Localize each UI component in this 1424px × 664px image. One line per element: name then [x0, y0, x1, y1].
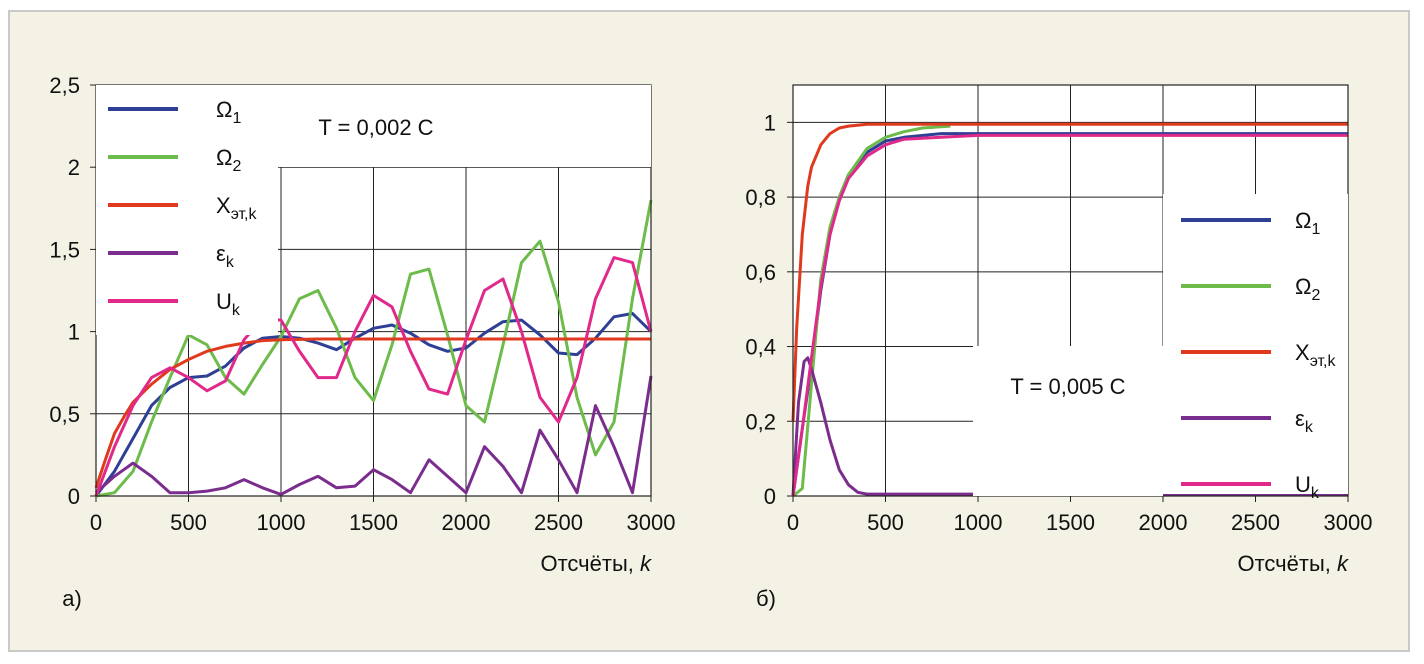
y-tick-label: 1,5 [49, 237, 80, 262]
legend-box [96, 85, 278, 335]
panel-label: б) [756, 586, 776, 611]
series-line-5 [791, 133, 1348, 497]
y-tick-label: 0,8 [745, 185, 776, 210]
legend-label-5: Uk [1295, 472, 1320, 502]
x-axis-title: Отсчёты, k [540, 551, 652, 576]
legend-label-2: Ω2 [216, 145, 241, 175]
x-tick-label: 2000 [442, 510, 491, 535]
x-tick-label: 2500 [1231, 510, 1280, 535]
legend-label-1: Ω1 [1295, 208, 1320, 238]
legend-label-5: Uk [216, 289, 241, 319]
x-tick-label: 2500 [534, 510, 583, 535]
x-tick-label: 1500 [349, 510, 398, 535]
legend-label-3: Xэт,k [216, 193, 258, 223]
legend-label-4: εk [1295, 406, 1314, 436]
y-tick-label: 2,5 [49, 73, 80, 98]
panel-label: а) [62, 586, 82, 611]
y-tick-label: 2 [68, 155, 80, 180]
legend-label-4: εk [216, 241, 235, 271]
y-tick-label: 0,5 [49, 402, 80, 427]
legend-label-1: Ω1 [216, 97, 241, 127]
x-tick-label: 3000 [1324, 510, 1373, 535]
annotation-text: T = 0,005 C [1010, 374, 1125, 399]
x-tick-label: 500 [170, 510, 207, 535]
y-tick-label: 0,2 [745, 409, 776, 434]
x-tick-label: 0 [90, 510, 102, 535]
x-tick-label: 0 [787, 510, 799, 535]
y-tick-label: 0,6 [745, 260, 776, 285]
x-tick-label: 500 [867, 510, 904, 535]
series-line-5 [94, 256, 653, 497]
series-line-3 [791, 122, 1348, 422]
x-tick-label: 3000 [627, 510, 676, 535]
chart-panel-1: 0 500 1000 1500 2000 2500 3000 0 0,5 1 1,5 2 2,5 T = … [49, 73, 675, 611]
annotation-box [973, 346, 1163, 496]
x-tick-label: 2000 [1139, 510, 1188, 535]
series-line-4 [791, 356, 1348, 497]
x-tick-label: 1500 [1046, 510, 1095, 535]
y-tick-label: 1 [764, 110, 776, 135]
series-line-4 [95, 375, 653, 496]
x-tick-label: 1000 [954, 510, 1003, 535]
series-line-3 [94, 337, 651, 489]
chart-panel-2: 0 500 1000 1500 2000 2500 3000 0 0,2 0,4 0,6 0,8 1 T … [745, 84, 1373, 611]
y-tick-label: 1 [68, 320, 80, 345]
annotation-text: T = 0,002 C [318, 115, 433, 140]
x-tick-label: 1000 [257, 510, 306, 535]
legend-label-2: Ω2 [1295, 274, 1320, 304]
legend-label-3: Xэт,k [1295, 340, 1337, 370]
y-tick-label: 0 [764, 484, 776, 509]
annotation-box [278, 85, 651, 167]
y-tick-label: 0,4 [745, 335, 776, 360]
x-axis-title: Отсчёты, k [1237, 551, 1349, 576]
legend-box [1163, 194, 1348, 494]
y-tick-label: 0 [68, 484, 80, 509]
